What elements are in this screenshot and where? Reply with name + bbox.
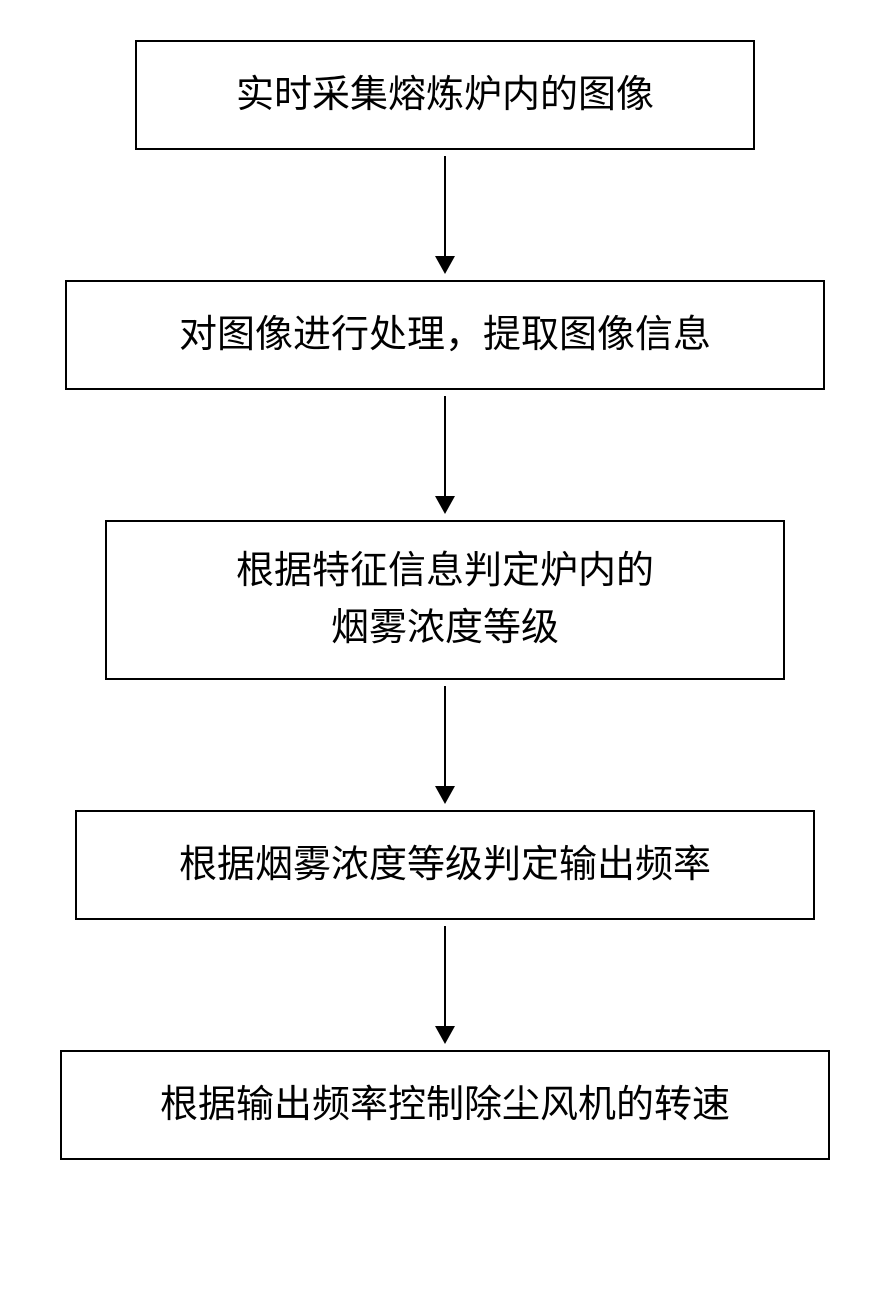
arrow-head-icon [435, 786, 455, 804]
arrow-2-3 [435, 390, 455, 520]
arrow-head-icon [435, 1026, 455, 1044]
arrow-3-4 [435, 680, 455, 810]
flowchart-step-5: 根据输出频率控制除尘风机的转速 [60, 1050, 830, 1160]
step-3-text-line-2: 烟雾浓度等级 [331, 600, 559, 657]
flowchart-step-3: 根据特征信息判定炉内的 烟雾浓度等级 [105, 520, 785, 680]
flowchart-step-1: 实时采集熔炼炉内的图像 [135, 40, 755, 150]
step-4-text: 根据烟雾浓度等级判定输出频率 [179, 837, 711, 894]
step-5-text: 根据输出频率控制除尘风机的转速 [160, 1077, 730, 1134]
arrow-line [444, 156, 446, 256]
arrow-line [444, 686, 446, 786]
arrow-line [444, 926, 446, 1026]
step-1-text: 实时采集熔炼炉内的图像 [236, 67, 654, 124]
arrow-head-icon [435, 496, 455, 514]
arrow-line [444, 396, 446, 496]
flowchart-step-4: 根据烟雾浓度等级判定输出频率 [75, 810, 815, 920]
arrow-1-2 [435, 150, 455, 280]
flowchart-container: 实时采集熔炼炉内的图像 对图像进行处理，提取图像信息 根据特征信息判定炉内的 烟… [0, 40, 890, 1160]
arrow-4-5 [435, 920, 455, 1050]
step-3-text-line-1: 根据特征信息判定炉内的 [236, 543, 654, 600]
step-2-text: 对图像进行处理，提取图像信息 [179, 307, 711, 364]
arrow-head-icon [435, 256, 455, 274]
flowchart-step-2: 对图像进行处理，提取图像信息 [65, 280, 825, 390]
